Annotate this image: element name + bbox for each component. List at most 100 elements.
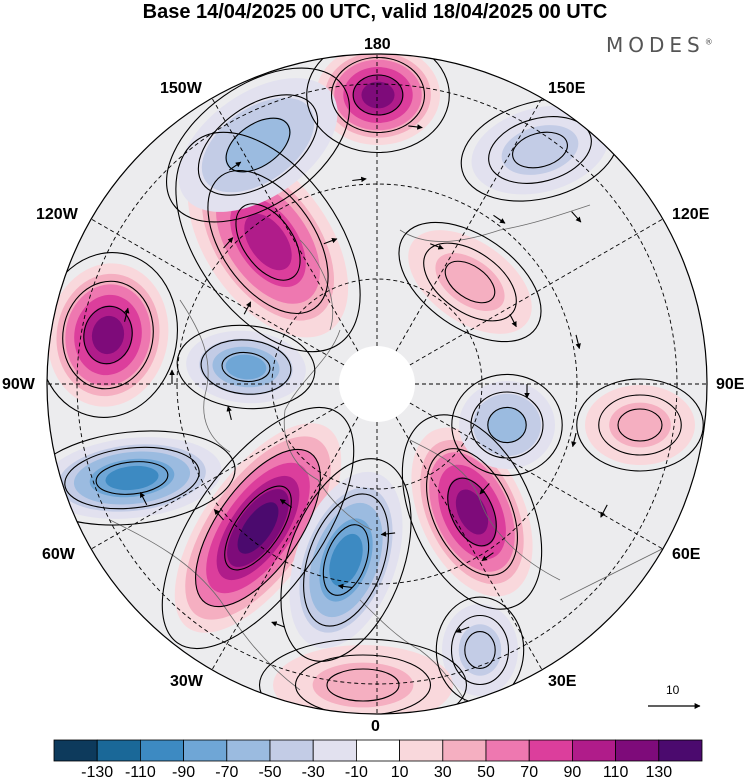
colorbar-swatch — [442, 739, 487, 762]
pole-cap — [339, 346, 415, 422]
colorbar-swatch — [96, 739, 141, 762]
streamline — [401, 414, 543, 610]
streamline — [294, 654, 432, 714]
colorbar-swatch — [269, 739, 314, 762]
streamline — [195, 448, 321, 608]
wind-arrow — [600, 504, 608, 518]
streamline — [598, 394, 682, 456]
wind-arrow — [226, 405, 232, 421]
lon-label-150e: 150E — [548, 80, 586, 97]
wind-arrow — [571, 211, 582, 223]
streamline — [258, 638, 468, 714]
streamline — [225, 117, 291, 173]
streamline — [451, 373, 563, 477]
colorbar-swatch — [312, 739, 357, 762]
streamline — [176, 324, 316, 410]
colorbar-swatch — [399, 739, 444, 762]
colorbar-tick-label: 30 — [433, 764, 452, 781]
colorbar-swatch — [226, 739, 271, 762]
streamline — [95, 461, 169, 495]
wind-arrow — [213, 509, 224, 521]
coastline-segment — [359, 599, 471, 711]
colorbar-swatch — [139, 739, 184, 762]
anomaly-positive-europe — [411, 427, 533, 597]
streamline — [423, 242, 517, 322]
colorbar-swatch — [528, 739, 573, 762]
lon-label-30e: 30E — [548, 673, 577, 690]
streamline — [450, 614, 510, 686]
anomaly-positive-north-pacific — [316, 54, 440, 145]
coastline-segment — [299, 239, 334, 331]
coastline-segment — [283, 329, 373, 531]
colorbar-tick-label: 10 — [390, 764, 409, 781]
colorbar-tick-label: -30 — [301, 764, 325, 781]
wind-arrow — [408, 124, 423, 130]
anomaly-negative-hudson — [186, 330, 306, 404]
streamline — [617, 408, 663, 442]
colorbar-swatch — [615, 739, 660, 762]
streamline — [165, 67, 351, 223]
streamline — [352, 74, 404, 116]
streamline — [444, 260, 496, 304]
colorbar-swatch — [485, 739, 530, 762]
anomaly-negative-north-pacific-east — [471, 105, 609, 195]
wind-arrow — [575, 334, 581, 350]
wind-arrow — [571, 432, 577, 448]
streamline — [200, 339, 292, 395]
lon-label-0: 0 — [371, 718, 380, 735]
streamline — [487, 406, 527, 444]
streamline — [464, 631, 496, 669]
lon-label-120e: 120E — [672, 206, 710, 223]
streamline — [83, 305, 133, 365]
coastline-segment — [399, 204, 591, 242]
modes-logo: MODES® — [606, 33, 713, 57]
streamline — [512, 131, 568, 169]
wind-arrow — [352, 176, 367, 183]
streamline — [447, 477, 497, 547]
streamline — [306, 54, 450, 154]
streamline — [64, 446, 200, 510]
wind-arrow — [429, 243, 444, 250]
wind-arrow — [271, 621, 285, 628]
anomaly-positive-siberia — [408, 230, 532, 334]
lon-label-120w: 120W — [36, 206, 78, 223]
colorbar-tick-label: -110 — [124, 764, 156, 781]
colorbar-tick-label: -50 — [258, 764, 282, 781]
streamline — [221, 351, 271, 383]
colorbar-tick-label: 110 — [602, 764, 629, 781]
coastline-segment — [109, 519, 301, 691]
anomaly-negative-east-us — [47, 437, 222, 519]
colorbar-swatch — [355, 739, 400, 762]
colorbar-swatch — [53, 739, 98, 762]
colorbar — [53, 739, 703, 762]
wind-arrow — [124, 307, 130, 322]
wind-arrow — [481, 552, 494, 562]
streamline — [426, 448, 518, 576]
anomaly-positive-north-atlantic — [174, 423, 342, 633]
streamline — [280, 458, 412, 662]
coastline-segment — [179, 299, 231, 453]
wind-arrow — [279, 499, 293, 508]
streamline — [197, 94, 319, 196]
streamline — [330, 56, 426, 134]
anomaly-field — [47, 54, 695, 714]
lon-label-180: 180 — [364, 36, 391, 53]
reference-vector-label: 10 — [666, 683, 680, 697]
colorbar-tick-label: 90 — [563, 764, 582, 781]
colorbar-tick-label: -10 — [344, 764, 368, 781]
colorbar-tick-label: 130 — [645, 764, 673, 781]
lon-label-90e: 90E — [716, 376, 745, 393]
wind-arrow — [380, 531, 396, 537]
wind-arrow — [337, 583, 353, 590]
lon-label-60e: 60E — [672, 546, 701, 563]
streamline — [326, 668, 400, 702]
colorbar-swatch — [572, 739, 617, 762]
colorbar-swatch — [658, 739, 703, 762]
lon-label-60w: 60W — [42, 546, 75, 563]
streamline — [175, 131, 361, 353]
anomaly-negative-mediterranean — [442, 604, 518, 696]
map-title: Base 14/04/2025 00 UTC, valid 18/04/2025… — [142, 1, 608, 23]
wind-arrow — [323, 237, 338, 245]
colorbar-swatch — [183, 739, 228, 762]
lon-label-30w: 30W — [170, 673, 203, 690]
